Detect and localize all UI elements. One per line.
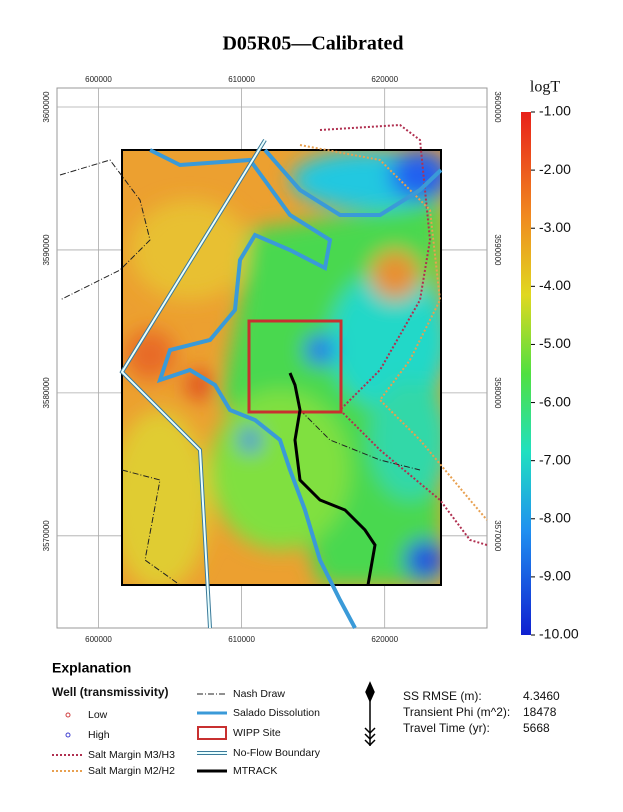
y-tick-label: 3600000: [493, 91, 502, 123]
north-arrow: [364, 681, 376, 747]
legend-item: Salt Margin M2/H2: [88, 765, 175, 777]
colorbar-tick-label: -6.00: [539, 393, 571, 409]
legend-item: Salado Dissolution: [233, 707, 320, 719]
colorbar-tick-label: -9.00: [539, 568, 571, 584]
legend-title: Explanation: [52, 660, 131, 676]
legend-item: No-Flow Boundary: [233, 747, 321, 759]
colorbar-tick-label: -3.00: [539, 219, 571, 235]
model-domain: [121, 149, 442, 586]
legend-item: Nash Draw: [233, 688, 285, 700]
high-symbol: [65, 732, 71, 738]
legend-item: MTRACK: [233, 765, 277, 777]
stat-label: Transient Phi (m^2):: [403, 705, 510, 719]
logt-field: [122, 150, 441, 585]
x-tick-label: 600000: [85, 75, 112, 84]
legend-item: Salt Margin M3/H3: [88, 749, 175, 761]
stat-label: SS RMSE (m):: [403, 689, 482, 703]
stat-value: 5668: [523, 721, 550, 735]
x-tick-label: 620000: [371, 75, 398, 84]
colorbar-tick-label: -4.00: [539, 277, 571, 293]
colorbar-tick-label: -8.00: [539, 509, 571, 525]
wipp-site: [247, 319, 343, 414]
x-tick-label: 600000: [85, 635, 112, 644]
legend-item: High: [88, 729, 110, 741]
colorbar: [521, 112, 531, 635]
salt-margin-m2: [299, 144, 488, 521]
colorbar-tick-label: -5.00: [539, 335, 571, 351]
y-tick-label: 3580000: [42, 377, 51, 409]
mtrack: [288, 372, 377, 586]
colorbar-tick-label: -7.00: [539, 451, 571, 467]
stats: SS RMSE (m): 4.3460 Transient Phi (m^2): 18…: [403, 689, 560, 735]
x-tick-label: 610000: [228, 635, 255, 644]
map-frame: [56, 87, 488, 629]
y-tick-label: 3590000: [42, 234, 51, 266]
salt-margin-m3: [319, 123, 488, 546]
y-tick-label: 3580000: [493, 377, 502, 409]
colorbar-ticks: -1.00 -2.00 -3.00 -4.00 -5.00 -6.00 -7.00 -8.00…: [531, 103, 579, 642]
colorbar-tick-label: -2.00: [539, 161, 571, 177]
wells-title: Well (transmissivity): [52, 685, 168, 699]
x-tick-label: 610000: [228, 75, 255, 84]
colorbar-tick-label: -1.00: [539, 103, 571, 119]
y-tick-label: 3570000: [493, 520, 502, 552]
legend-symbol: [197, 726, 227, 740]
nash-draw: [59, 159, 421, 586]
x-tick-label: 620000: [371, 635, 398, 644]
stat-value: 4.3460: [523, 689, 560, 703]
y-tick-label: 3600000: [42, 91, 51, 123]
stat-label: Travel Time (yr):: [403, 721, 490, 735]
stat-value: 18478: [523, 705, 557, 719]
legend-item: Low: [88, 709, 108, 721]
y-tick-label: 3590000: [493, 234, 502, 266]
colorbar-tick-label: -10.00: [539, 626, 579, 642]
title: D05R05—Calibrated: [222, 33, 403, 55]
salado-dissolution: [149, 148, 443, 629]
low-symbol: [65, 712, 71, 718]
legend-item: WIPP Site: [233, 727, 281, 739]
colorbar-title: logT: [530, 79, 560, 96]
y-tick-label: 3570000: [42, 520, 51, 552]
no-flow-boundary-inner: [120, 139, 266, 629]
